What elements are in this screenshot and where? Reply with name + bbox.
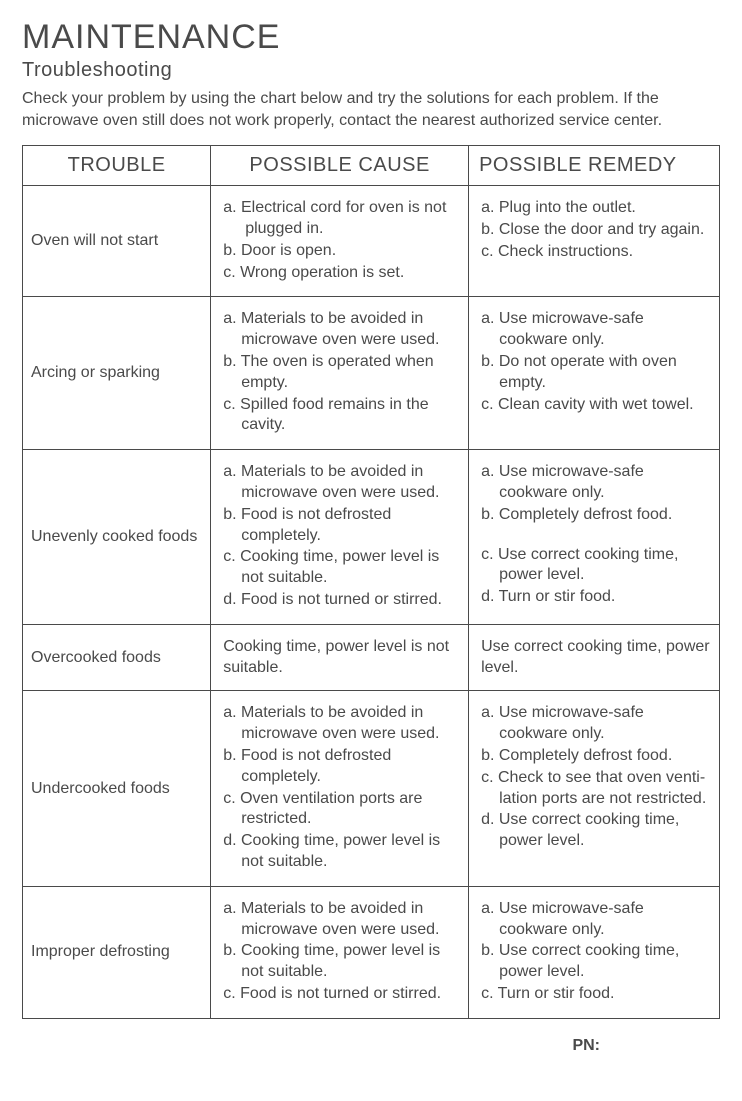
remedy-item: a. Plug into the outlet. (481, 198, 711, 219)
cause-cell: Cooking time, power level is not suitabl… (211, 624, 469, 691)
remedy-item: c. Check to see that oven venti-lation p… (481, 768, 711, 810)
remedy-item: b. Completely defrost food. (481, 505, 711, 526)
trouble-cell: Arcing or sparking (23, 297, 211, 450)
table-row: Undercooked foods a. Materials to be avoi… (23, 691, 720, 886)
remedy-item: c. Turn or stir food. (481, 984, 711, 1005)
remedy-item: a. Use microwave-safe cookware only. (481, 899, 711, 941)
troubleshooting-table: TROUBLE POSSIBLE CAUSE POSSIBLE REMEDY O… (22, 145, 720, 1019)
cause-cell: a. Materials to be avoided in microwave … (211, 691, 469, 886)
cause-item: d. Food is not turned or stirred. (223, 590, 460, 611)
cause-item: b. The oven is operated when empty. (223, 352, 460, 394)
table-row: Overcooked foods Cooking time, power leve… (23, 624, 720, 691)
intro-text: Check your problem by using the chart be… (22, 88, 720, 131)
cause-item: c. Food is not turned or stirred. (223, 984, 460, 1005)
remedy-item: b. Close the door and try again. (481, 220, 711, 241)
trouble-cell: Oven will not start (23, 186, 211, 297)
col-trouble: TROUBLE (23, 146, 211, 186)
remedy-item: a. Use microwave-safe cookware only. (481, 309, 711, 351)
remedy-item (481, 527, 711, 545)
remedy-cell: a. Plug into the outlet.b. Close the doo… (469, 186, 720, 297)
trouble-cell: Overcooked foods (23, 624, 211, 691)
remedy-cell: a. Use microwave-safe cookware only.b. C… (469, 691, 720, 886)
trouble-cell: Undercooked foods (23, 691, 211, 886)
remedy-item: d. Use correct cooking time, power level… (481, 810, 711, 852)
cause-cell: a. Materials to be avoided in microwave … (211, 450, 469, 625)
remedy-cell: a. Use microwave-safe cookware only.b. U… (469, 886, 720, 1018)
remedy-item: b. Use correct cooking time, power level… (481, 941, 711, 983)
remedy-cell: a. Use microwave-safe cookware only.b. C… (469, 450, 720, 625)
cause-item: a. Materials to be avoided in microwave … (223, 703, 460, 745)
cause-cell: a. Materials to be avoided in microwave … (211, 297, 469, 450)
col-remedy: POSSIBLE REMEDY (469, 146, 720, 186)
remedy-item: c. Check instructions. (481, 242, 711, 263)
remedy-item: b. Do not operate with oven empty. (481, 352, 711, 394)
table-body: Oven will not start a. Electrical cord fo… (23, 186, 720, 1019)
table-row: Arcing or sparking a. Materials to be avo… (23, 297, 720, 450)
cause-item: b. Food is not defrosted completely. (223, 746, 460, 788)
cause-item: a. Electrical cord for oven is not plugg… (223, 198, 460, 240)
remedy-item: d. Turn or stir food. (481, 587, 711, 608)
part-number-label: PN: (22, 1037, 720, 1055)
cause-item: c. Oven ventilation ports are restricted… (223, 789, 460, 831)
trouble-cell: Improper defrosting (23, 886, 211, 1018)
remedy-item: b. Completely defrost food. (481, 746, 711, 767)
remedy-item: a. Use microwave-safe cookware only. (481, 462, 711, 504)
cause-item: a. Materials to be avoided in microwave … (223, 462, 460, 504)
table-row: Unevenly cooked foods a. Materials to be … (23, 450, 720, 625)
cause-item: b. Food is not defrosted completely. (223, 505, 460, 547)
cause-item: a. Materials to be avoided in microwave … (223, 309, 460, 351)
cause-item: b. Cooking time, power level is not suit… (223, 941, 460, 983)
cause-item: d. Cooking time, power level is not suit… (223, 831, 460, 873)
table-row: Improper defrosting a. Materials to be av… (23, 886, 720, 1018)
remedy-cell: a. Use microwave-safe cookware only.b. D… (469, 297, 720, 450)
remedy-text: Use correct cooking time, power level. (481, 637, 711, 679)
cause-item: b. Door is open. (223, 241, 460, 262)
table-header-row: TROUBLE POSSIBLE CAUSE POSSIBLE REMEDY (23, 146, 720, 186)
remedy-item: c. Use correct cooking time, power level… (481, 545, 711, 587)
cause-cell: a. Materials to be avoided in microwave … (211, 886, 469, 1018)
table-row: Oven will not start a. Electrical cord fo… (23, 186, 720, 297)
page-title: MAINTENANCE (22, 18, 720, 57)
remedy-item: c. Clean cavity with wet towel. (481, 395, 711, 416)
remedy-item: a. Use microwave-safe cookware only. (481, 703, 711, 745)
cause-text: Cooking time, power level is not suitabl… (223, 637, 460, 679)
cause-cell: a. Electrical cord for oven is not plugg… (211, 186, 469, 297)
cause-item: c. Cooking time, power level is not suit… (223, 547, 460, 589)
trouble-cell: Unevenly cooked foods (23, 450, 211, 625)
cause-item: c. Spilled food remains in the cavity. (223, 395, 460, 437)
remedy-cell: Use correct cooking time, power level. (469, 624, 720, 691)
cause-item: c. Wrong operation is set. (223, 263, 460, 284)
cause-item: a. Materials to be avoided in microwave … (223, 899, 460, 941)
section-subtitle: Troubleshooting (22, 59, 720, 82)
col-cause: POSSIBLE CAUSE (211, 146, 469, 186)
